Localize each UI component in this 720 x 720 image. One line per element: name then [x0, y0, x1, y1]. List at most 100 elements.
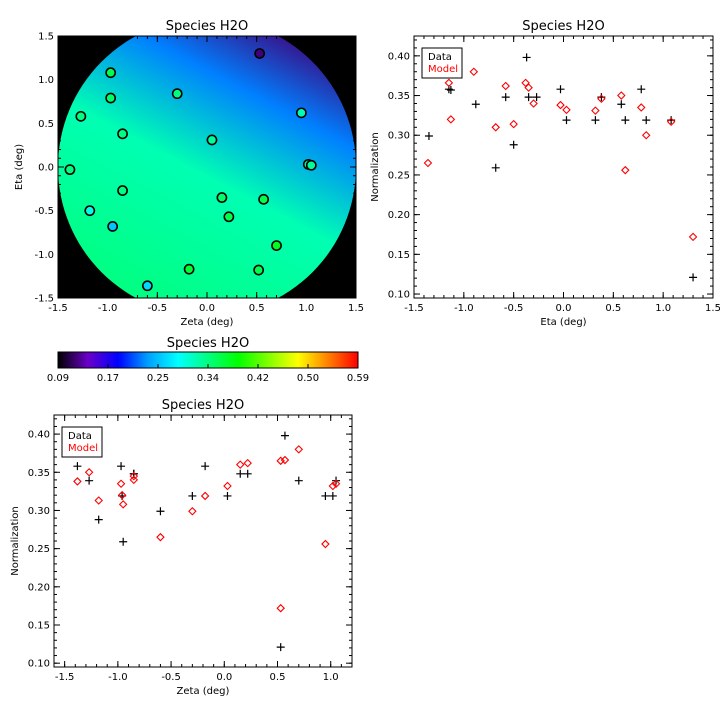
data-point [276, 643, 285, 652]
measurement-point [141, 280, 153, 292]
model-point [129, 475, 139, 485]
x-tick-label: -1.5 [48, 303, 68, 314]
model-point [617, 91, 626, 100]
chart-title: Species H2O [162, 398, 244, 413]
measurement-point [117, 185, 128, 196]
x-tick-label: 0.5 [249, 303, 265, 314]
measurement-point [105, 67, 117, 79]
data-point [471, 100, 480, 109]
y-tick-label: 0.25 [28, 544, 50, 555]
y-tick-label: -1.5 [34, 294, 54, 305]
data-point [424, 132, 433, 141]
x-axis-label: Eta (deg) [540, 317, 586, 328]
measurement-point [253, 264, 265, 276]
data-point [280, 431, 289, 440]
measurement-point [107, 220, 119, 232]
model-point [73, 477, 82, 486]
data-point [637, 85, 646, 94]
data-point [591, 116, 600, 125]
y-tick-label: 0.0 [38, 163, 54, 174]
measurement-point [117, 128, 128, 140]
y-axis-label: Normalization [370, 132, 381, 202]
data-point [524, 93, 533, 102]
model-point [501, 81, 510, 91]
colorbar-tick-label: 0.34 [197, 373, 219, 384]
y-tick-label: 0.25 [388, 170, 410, 181]
measurement-point [64, 164, 76, 176]
y-tick-label: 0.40 [28, 430, 50, 441]
x-tick-label: 1.0 [655, 303, 671, 314]
model-point [156, 532, 165, 542]
x-tick-label: -1.5 [55, 672, 75, 683]
data-point [117, 462, 126, 471]
measurement-point [206, 134, 218, 146]
y-tick-label: 1.0 [38, 75, 54, 86]
model-point [276, 603, 285, 613]
colorbar-tick-label: 0.09 [47, 373, 69, 384]
chart-title: Species H2O [522, 19, 604, 34]
measurement-point [105, 92, 117, 104]
data-point [223, 491, 232, 500]
model-point [597, 94, 606, 103]
x-tick-label: 1.0 [323, 672, 339, 683]
y-tick-label: 0.10 [28, 659, 50, 670]
y-tick-label: 0.10 [388, 290, 410, 301]
x-axis-label: Zeta (deg) [177, 686, 230, 697]
data-point [642, 116, 651, 125]
data-point [188, 491, 197, 500]
model-point [118, 500, 128, 509]
y-tick-label: 0.20 [388, 210, 410, 221]
model-point [129, 471, 139, 481]
model-point [423, 158, 433, 168]
x-tick-label: 0.5 [270, 672, 286, 683]
colorbar: Species H2O 0.09 0.17 0.25 0.34 0.42 0.50 0.59 [47, 336, 369, 384]
data-point [243, 469, 252, 478]
model-point [331, 479, 341, 489]
measurement-point [183, 263, 195, 275]
x-tick-label: -0.5 [148, 303, 168, 314]
model-point [276, 456, 285, 466]
model-point [641, 130, 651, 140]
y-tick-label: 0.35 [28, 468, 50, 479]
model-point [117, 490, 127, 500]
y-tick-label: 0.5 [38, 119, 54, 130]
x-tick-label: 0.0 [199, 303, 215, 314]
y-tick-label: 0.30 [388, 131, 410, 142]
model-point [188, 506, 197, 516]
model-point [529, 99, 538, 108]
data-point [328, 491, 337, 500]
colorbar-tick-label: 0.25 [147, 373, 169, 384]
y-tick-label: 0.15 [28, 621, 50, 632]
y-tick-label: 0.30 [28, 506, 50, 517]
model-point [294, 445, 304, 454]
model-point [524, 83, 533, 92]
data-point [501, 93, 510, 102]
x-tick-label: -0.5 [161, 672, 181, 683]
y-tick-label: 0.35 [388, 91, 410, 102]
model-point [280, 455, 290, 465]
colorbar-tick-label: 0.42 [247, 373, 269, 384]
y-tick-label: 0.20 [28, 582, 50, 593]
data-point [689, 273, 698, 282]
chart-title: Species H2O [166, 19, 248, 34]
model-point [636, 103, 646, 112]
measurement-point [254, 48, 266, 59]
x-tick-label: 1.5 [348, 303, 364, 314]
colorbar-title: Species H2O [167, 336, 249, 351]
model-point [666, 117, 676, 127]
model-point [591, 106, 600, 115]
measurement-point [305, 159, 317, 171]
y-tick-label: 1.5 [38, 32, 54, 43]
model-point [621, 165, 630, 175]
x-tick-label: -1.0 [98, 303, 118, 314]
colorbar-tick-label: 0.59 [347, 373, 369, 384]
legend-box [421, 47, 463, 79]
data-point [85, 476, 94, 485]
model-point [328, 481, 338, 491]
measurement-point [271, 240, 282, 251]
legend-entry: Model [68, 443, 98, 454]
y-tick-label: 0.15 [388, 250, 410, 261]
data-point [156, 507, 165, 516]
data-point [236, 469, 245, 478]
data-point [522, 53, 531, 62]
